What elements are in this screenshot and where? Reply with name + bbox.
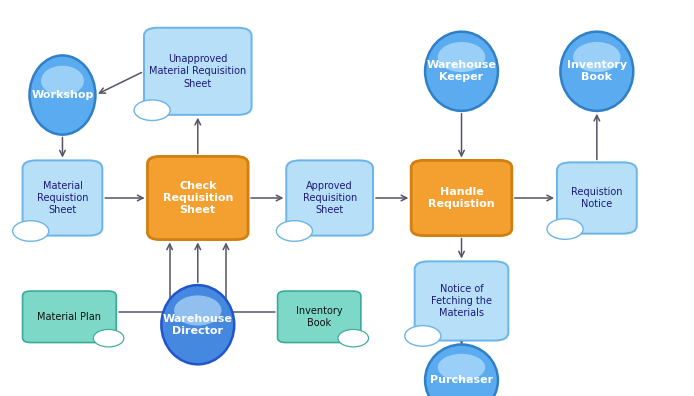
- Text: Inventory
Book: Inventory Book: [296, 306, 343, 328]
- Text: Handle
Requistion: Handle Requistion: [428, 187, 495, 209]
- Ellipse shape: [161, 285, 235, 364]
- FancyBboxPatch shape: [147, 156, 248, 240]
- Circle shape: [12, 221, 49, 241]
- Circle shape: [134, 100, 170, 120]
- Ellipse shape: [561, 32, 633, 111]
- Text: Purchaser: Purchaser: [430, 375, 493, 385]
- FancyBboxPatch shape: [411, 160, 512, 236]
- Text: Warehouse
Director: Warehouse Director: [163, 314, 232, 336]
- Ellipse shape: [425, 32, 498, 111]
- Ellipse shape: [174, 295, 221, 326]
- FancyBboxPatch shape: [144, 28, 251, 115]
- FancyBboxPatch shape: [415, 261, 508, 341]
- Text: Inventory
Book: Inventory Book: [567, 60, 627, 82]
- FancyBboxPatch shape: [286, 160, 373, 236]
- Ellipse shape: [438, 354, 485, 381]
- Text: Approved
Requisition
Sheet: Approved Requisition Sheet: [303, 181, 357, 215]
- Ellipse shape: [41, 66, 84, 96]
- Circle shape: [276, 221, 312, 241]
- Text: Workshop: Workshop: [31, 90, 94, 100]
- Circle shape: [405, 326, 441, 346]
- Ellipse shape: [425, 345, 498, 396]
- Text: Check
Requisition
Sheet: Check Requisition Sheet: [162, 181, 233, 215]
- Circle shape: [93, 329, 124, 347]
- Text: Warehouse
Keeper: Warehouse Keeper: [427, 60, 496, 82]
- Ellipse shape: [573, 42, 620, 72]
- FancyBboxPatch shape: [22, 160, 103, 236]
- FancyBboxPatch shape: [22, 291, 116, 343]
- Text: Notice of
Fetching the
Materials: Notice of Fetching the Materials: [431, 284, 492, 318]
- Circle shape: [338, 329, 369, 347]
- Text: Unapproved
Material Requisition
Sheet: Unapproved Material Requisition Sheet: [149, 54, 246, 89]
- Ellipse shape: [29, 55, 96, 135]
- Text: Material Plan: Material Plan: [37, 312, 101, 322]
- FancyBboxPatch shape: [557, 162, 637, 234]
- Circle shape: [547, 219, 583, 239]
- FancyBboxPatch shape: [278, 291, 361, 343]
- Text: Material
Requistion
Sheet: Material Requistion Sheet: [37, 181, 88, 215]
- Ellipse shape: [438, 42, 485, 72]
- Text: Requistion
Notice: Requistion Notice: [571, 187, 623, 209]
